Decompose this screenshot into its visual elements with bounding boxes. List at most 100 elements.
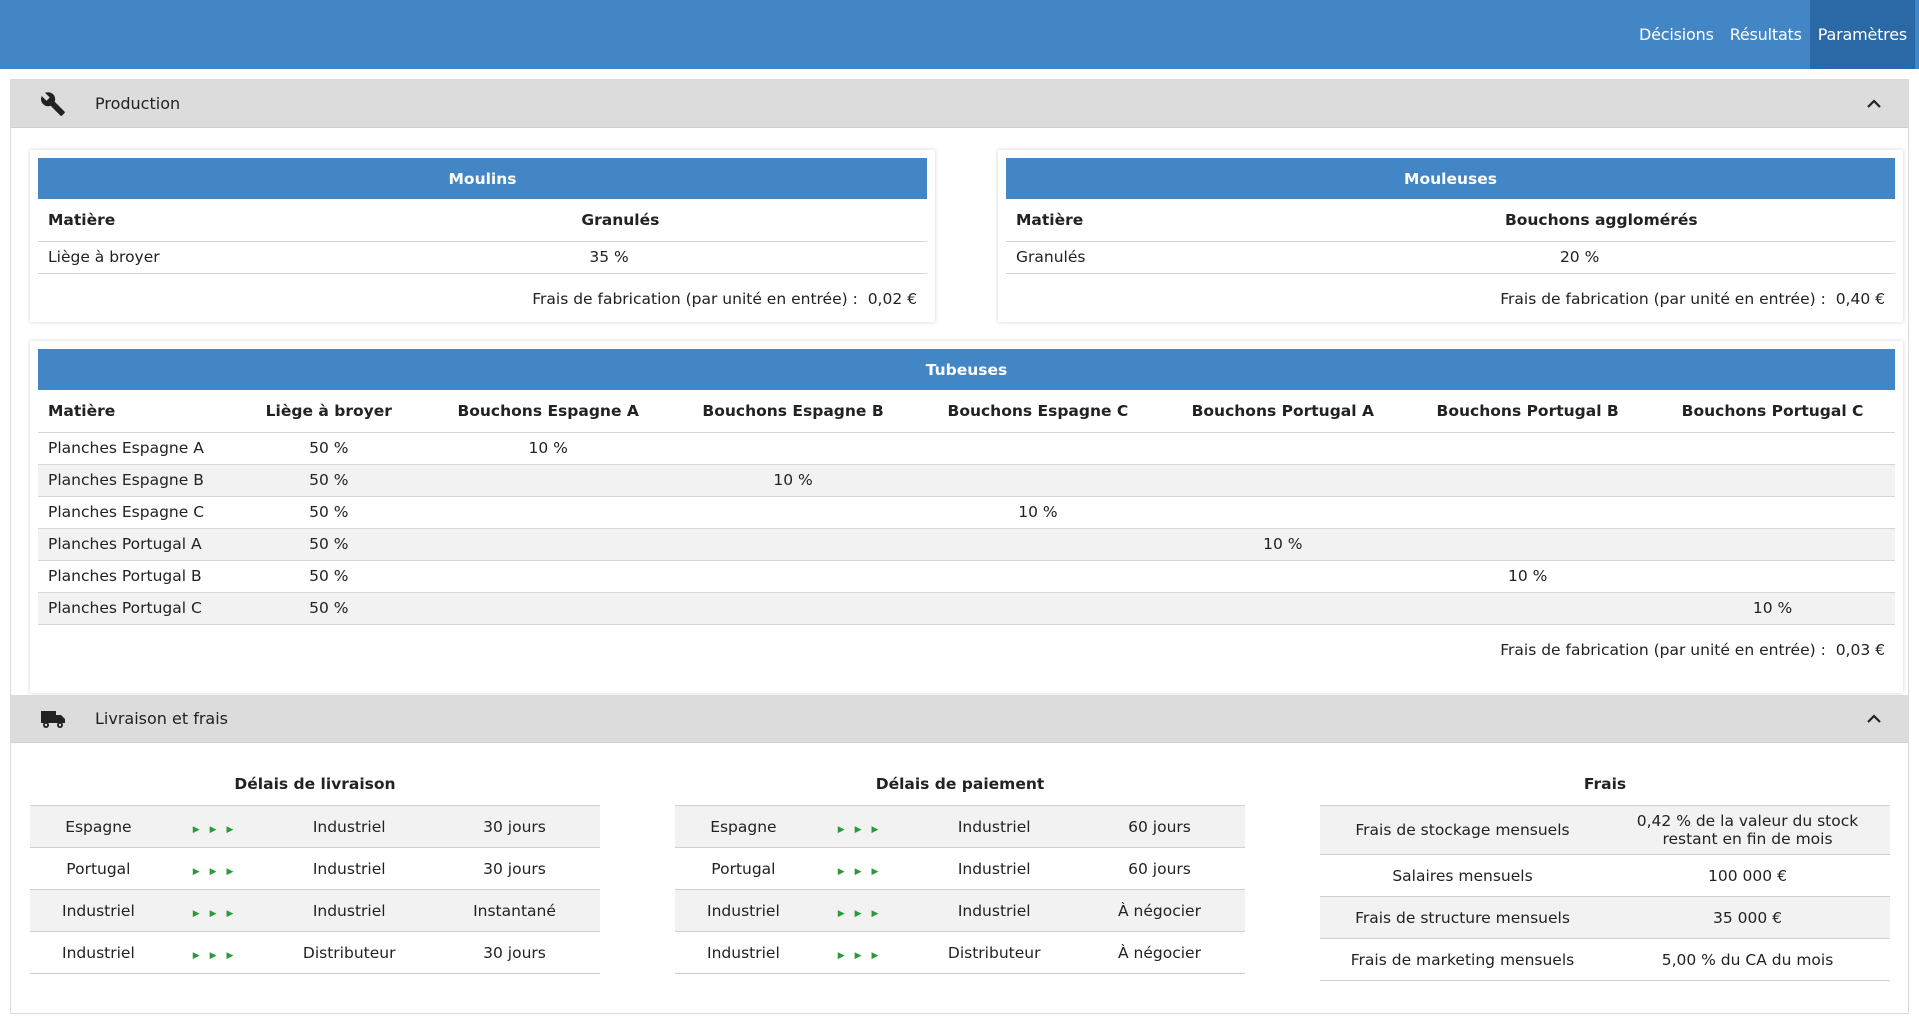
- row-cell: [1405, 464, 1651, 497]
- row-cell: [1160, 496, 1406, 529]
- row-cell: [425, 592, 671, 625]
- table-row: Frais de stockage mensuels 0,42 % de la v…: [1320, 805, 1890, 855]
- from-cell: Portugal: [30, 847, 167, 890]
- mouleuses-fees: Frais de fabrication (par unité en entré…: [998, 274, 1903, 308]
- row-label: Planches Espagne C: [38, 496, 232, 529]
- row-cell: 50 %: [231, 432, 426, 465]
- fees-value: 0,03 €: [1835, 640, 1885, 659]
- table-row: Industriel ▶▶▶ Industriel À négocier: [675, 889, 1245, 932]
- table-row: Planches Portugal B 50 % 10 %: [38, 560, 1895, 593]
- frais-value: 35 000 €: [1605, 896, 1890, 939]
- row-cell: 50 %: [231, 464, 426, 497]
- row-cell: 50 %: [231, 528, 426, 561]
- mouleuses-title: Mouleuses: [1006, 158, 1895, 199]
- tubeuses-col-header: Matière: [38, 390, 232, 433]
- row-cell: [1405, 432, 1651, 465]
- fees-value: 0,02 €: [867, 289, 917, 308]
- fees-label: Frais de fabrication (par unité en entré…: [1500, 289, 1826, 308]
- to-cell: Industriel: [269, 847, 429, 890]
- moulins-panel: Moulins Matière Granulés Liège à broyer …: [30, 150, 935, 322]
- frais-label: Frais de structure mensuels: [1320, 896, 1605, 939]
- arrow-right-icon: ▶▶▶: [166, 805, 270, 848]
- table-row: Frais de marketing mensuels 5,00 % du CA …: [1320, 938, 1890, 981]
- table-row: Portugal ▶▶▶ Industriel 30 jours: [30, 847, 600, 890]
- fees-label: Frais de fabrication (par unité en entré…: [1500, 640, 1826, 659]
- mouleuses-table: Matière Bouchons agglomérés Granulés 20 …: [1006, 199, 1895, 274]
- tubeuses-col-header: Bouchons Portugal B: [1405, 390, 1651, 433]
- from-cell: Espagne: [675, 805, 812, 848]
- table-row: Planches Espagne B 50 % 10 %: [38, 464, 1895, 497]
- row-label: Planches Portugal B: [38, 560, 232, 593]
- wrench-icon: [39, 90, 67, 118]
- arrow-right-icon: ▶▶▶: [811, 847, 915, 890]
- table-row: Frais de structure mensuels 35 000 €: [1320, 896, 1890, 939]
- delais-livraison-title: Délais de livraison: [234, 775, 396, 793]
- nav-decisions[interactable]: Décisions: [1639, 25, 1714, 44]
- row-cell: [915, 464, 1161, 497]
- col-matiere: Matière: [38, 199, 572, 242]
- row-cell: 50 %: [231, 496, 426, 529]
- col-output: Bouchons agglomérés: [1494, 199, 1895, 242]
- table-row: Planches Espagne C 50 % 10 %: [38, 496, 1895, 529]
- tubeuses-col-header: Bouchons Portugal A: [1160, 390, 1406, 433]
- delay-cell: À négocier: [1073, 931, 1245, 974]
- production-section-title: Production: [95, 94, 181, 113]
- row-cell: [1160, 464, 1406, 497]
- nav-resultats[interactable]: Résultats: [1729, 25, 1802, 44]
- tubeuses-col-header: Bouchons Espagne A: [425, 390, 671, 433]
- row-cell: [425, 528, 671, 561]
- row-cell: 50 %: [231, 560, 426, 593]
- fees-value: 0,40 €: [1835, 289, 1885, 308]
- row-cell: 10 %: [1650, 592, 1895, 625]
- arrow-right-icon: ▶▶▶: [166, 889, 270, 932]
- table-row: Planches Portugal A 50 % 10 %: [38, 528, 1895, 561]
- delay-cell: 30 jours: [428, 931, 600, 974]
- frais-label: Frais de marketing mensuels: [1320, 938, 1605, 981]
- row-input: Liège à broyer: [38, 241, 572, 274]
- row-cell: [1650, 560, 1895, 593]
- nav-parametres[interactable]: Paramètres: [1809, 0, 1915, 69]
- table-row: Industriel ▶▶▶ Distributeur À négocier: [675, 931, 1245, 974]
- row-cell: [915, 592, 1161, 625]
- table-row: Industriel ▶▶▶ Distributeur 30 jours: [30, 931, 600, 974]
- livraison-section-header[interactable]: Livraison et frais: [11, 695, 1908, 743]
- main-nav: Décisions Résultats Paramètres: [1631, 0, 1919, 69]
- frais-table: Frais de stockage mensuels 0,42 % de la v…: [1320, 805, 1890, 981]
- tubeuses-fees: Frais de fabrication (par unité en entré…: [30, 625, 1903, 659]
- settings-container: Production Moulins Matière Granulés Lièg…: [10, 79, 1909, 1014]
- table-row: Liège à broyer 35 %: [38, 241, 927, 274]
- from-cell: Industriel: [675, 931, 812, 974]
- delais-paiement-table: Espagne ▶▶▶ Industriel 60 jours Portugal ▶▶▶ I…: [675, 805, 1245, 974]
- table-row: Planches Portugal C 50 % 10 %: [38, 592, 1895, 625]
- frais-label: Frais de stockage mensuels: [1320, 805, 1605, 855]
- chevron-up-icon[interactable]: [1864, 94, 1884, 114]
- arrow-right-icon: ▶▶▶: [811, 931, 915, 974]
- tubeuses-col-header: Bouchons Espagne B: [670, 390, 916, 433]
- to-cell: Industriel: [269, 805, 429, 848]
- row-cell: 10 %: [425, 432, 671, 465]
- chevron-up-icon[interactable]: [1864, 709, 1884, 729]
- frais-value: 0,42 % de la valeur du stock restant en …: [1605, 805, 1890, 855]
- row-cell: [670, 432, 916, 465]
- row-label: Planches Portugal A: [38, 528, 232, 561]
- col-matiere: Matière: [1006, 199, 1495, 242]
- table-row: Salaires mensuels 100 000 €: [1320, 854, 1890, 897]
- mouleuses-panel: Mouleuses Matière Bouchons agglomérés Gr…: [998, 150, 1903, 322]
- top-navbar: Décisions Résultats Paramètres: [0, 0, 1919, 69]
- table-row: Industriel ▶▶▶ Industriel Instantané: [30, 889, 600, 932]
- delay-cell: 30 jours: [428, 847, 600, 890]
- arrow-right-icon: ▶▶▶: [811, 889, 915, 932]
- arrow-right-icon: ▶▶▶: [166, 847, 270, 890]
- row-cell: [1650, 496, 1895, 529]
- frais-title: Frais: [1583, 775, 1627, 793]
- arrow-right-icon: ▶▶▶: [811, 805, 915, 848]
- tubeuses-col-header: Liège à broyer: [231, 390, 426, 433]
- delay-cell: 60 jours: [1073, 847, 1245, 890]
- delay-cell: À négocier: [1073, 889, 1245, 932]
- row-cell: [670, 528, 916, 561]
- row-cell: 50 %: [231, 592, 426, 625]
- production-section-header[interactable]: Production: [11, 80, 1908, 128]
- from-cell: Espagne: [30, 805, 167, 848]
- tubeuses-title: Tubeuses: [38, 349, 1895, 390]
